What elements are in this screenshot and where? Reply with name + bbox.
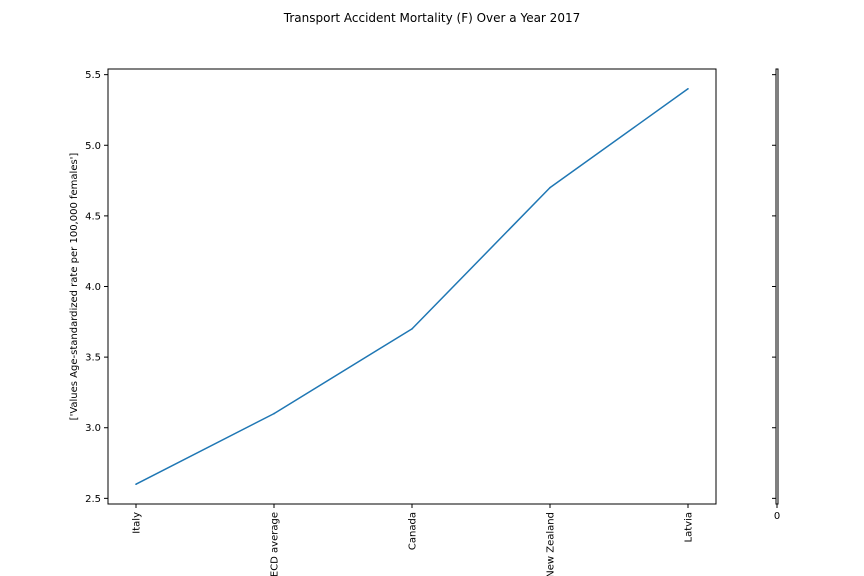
x-tick-label: Latvia <box>684 512 695 542</box>
data-point <box>135 483 137 486</box>
data-point <box>411 328 413 330</box>
y-tick-label: 3.5 <box>85 353 101 364</box>
x-tick-label: Italy <box>132 512 143 534</box>
y-axis: 2.5 3.0 3.5 4.0 4.5 5.0 5.5 <box>85 70 108 505</box>
y-tick-label: 4.5 <box>85 211 101 222</box>
data-point <box>687 87 689 90</box>
x-tick-label: New Zealand <box>546 512 557 576</box>
series-layer <box>135 87 689 486</box>
side-axis-frame <box>775 68 779 505</box>
y-tick-label: 5.0 <box>85 141 101 152</box>
side-axis-tick-label: 0 <box>774 511 780 522</box>
y-tick-label: 2.5 <box>85 494 101 505</box>
y-tick-label: 4.0 <box>85 282 101 293</box>
chart-title: Transport Accident Mortality (F) Over a … <box>283 11 580 25</box>
data-point <box>549 186 551 189</box>
y-axis-label: ['Values Age-standardized rate per 100,0… <box>69 153 80 421</box>
side-axis: 0 <box>772 68 780 522</box>
x-axis: Italy OECD average Canada New Zealand Latvia <box>132 504 695 576</box>
data-point <box>273 412 275 415</box>
y-tick-label: 3.0 <box>85 423 101 434</box>
x-tick-label: OECD average <box>270 512 281 576</box>
y-tick-label: 5.5 <box>85 70 101 81</box>
series-line <box>135 88 689 485</box>
x-tick-label: Canada <box>408 512 419 550</box>
